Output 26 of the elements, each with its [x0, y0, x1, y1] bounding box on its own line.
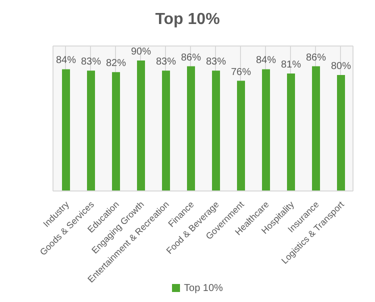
- bar: [62, 69, 70, 191]
- bar: [87, 70, 95, 191]
- bar: [237, 80, 245, 191]
- bar: [337, 75, 345, 191]
- legend-label: Top 10%: [184, 283, 223, 294]
- data-label: 83%: [156, 56, 176, 68]
- data-label: 80%: [330, 61, 352, 72]
- bar: [187, 66, 195, 191]
- data-label: 83%: [206, 56, 226, 68]
- data-label: 86%: [180, 52, 202, 64]
- data-label: 90%: [130, 46, 152, 58]
- data-label: 84%: [256, 55, 276, 66]
- bar: [262, 69, 270, 191]
- data-label: 86%: [306, 52, 326, 64]
- bar: [287, 74, 295, 191]
- bar: [212, 70, 220, 191]
- data-label: 76%: [230, 66, 252, 78]
- bar: [112, 72, 120, 191]
- data-label: 83%: [80, 56, 102, 68]
- chart-title: Top 10%: [154, 10, 221, 30]
- data-label: 81%: [280, 60, 302, 71]
- data-label: 84%: [56, 55, 76, 66]
- bar: [162, 70, 170, 191]
- bar: [312, 66, 320, 191]
- data-label: 82%: [106, 58, 126, 70]
- bar: [137, 60, 145, 191]
